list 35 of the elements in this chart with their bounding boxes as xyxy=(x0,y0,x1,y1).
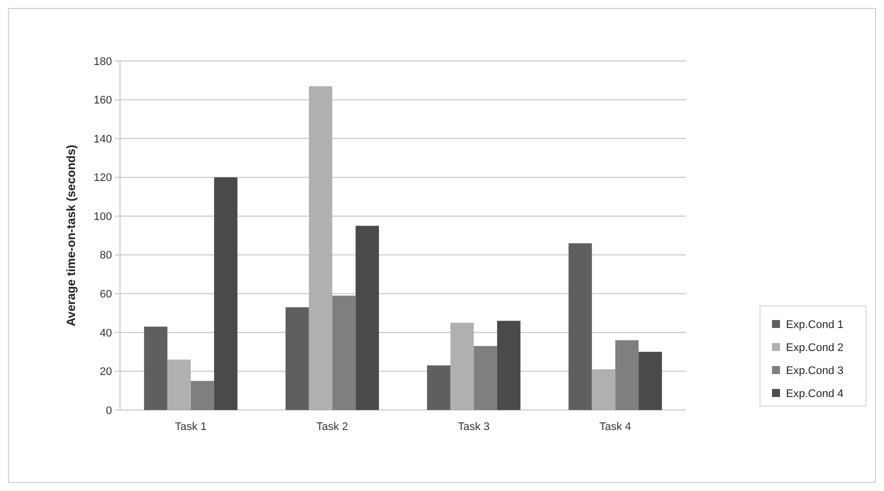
bar xyxy=(615,340,639,410)
y-tick-label: 160 xyxy=(94,94,112,107)
x-tick-label: Task 4 xyxy=(599,421,632,433)
y-tick-label: 20 xyxy=(100,366,112,378)
bar xyxy=(332,296,356,410)
y-axis-title: Average time-on-task (seconds) xyxy=(64,144,78,326)
y-tick-label: 40 xyxy=(100,327,112,340)
y-tick-label: 80 xyxy=(100,250,112,262)
bar xyxy=(190,380,214,410)
bar xyxy=(497,320,520,410)
bar xyxy=(356,226,379,410)
bar xyxy=(308,86,332,410)
y-tick-label: 120 xyxy=(94,172,112,184)
x-tick-label: Task 3 xyxy=(458,421,490,433)
bar xyxy=(450,322,474,410)
bar xyxy=(167,360,191,410)
y-tick-label: 180 xyxy=(94,56,112,68)
bar xyxy=(427,365,450,410)
bar xyxy=(144,326,168,410)
bar xyxy=(214,177,238,410)
y-tick-label: 100 xyxy=(94,210,112,223)
legend-label: Exp.Cond 3 xyxy=(786,364,844,377)
x-tick-label: Task 1 xyxy=(174,421,207,433)
y-tick-label: 140 xyxy=(94,133,112,146)
legend-label: Exp.Cond 1 xyxy=(786,318,844,331)
legend-label: Exp.Cond 2 xyxy=(786,342,844,354)
bar xyxy=(568,243,592,410)
legend-label: Exp.Cond 4 xyxy=(786,388,844,400)
bar xyxy=(286,307,309,410)
x-tick-label: Task 2 xyxy=(316,421,348,433)
bar xyxy=(638,352,662,410)
y-tick-label: 60 xyxy=(100,288,112,301)
y-tick-label: 0 xyxy=(106,404,112,417)
bar xyxy=(474,346,498,410)
bar xyxy=(592,369,616,410)
